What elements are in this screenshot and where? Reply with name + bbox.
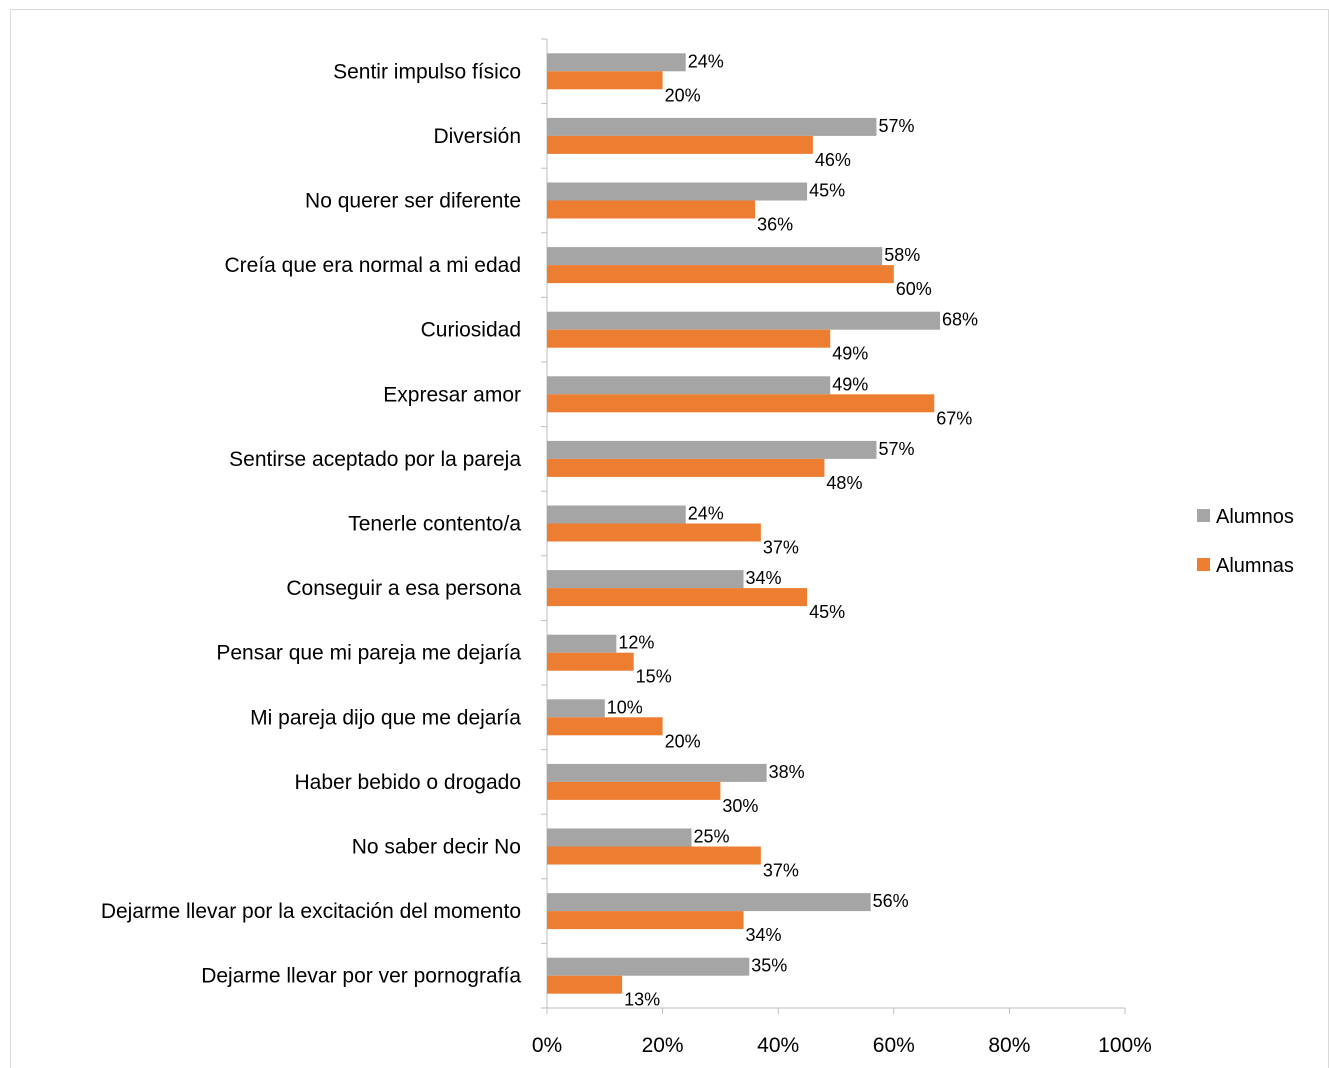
- data-label-alumnos: 57%: [878, 439, 914, 459]
- legend-swatch-alumnas: [1197, 558, 1210, 571]
- bar-alumnos: [547, 117, 877, 136]
- data-label-alumnas: 30%: [722, 796, 758, 816]
- bar-alumnas: [547, 458, 825, 477]
- data-label-alumnas: 67%: [936, 408, 972, 428]
- data-label-alumnos: 38%: [769, 762, 805, 782]
- bar-alumnas: [547, 265, 894, 284]
- data-label-alumnos: 57%: [878, 116, 914, 136]
- bar-alumnos: [547, 763, 767, 782]
- category-label: Diversión: [433, 125, 521, 148]
- data-label-alumnos: 34%: [746, 568, 782, 588]
- data-label-alumnas: 45%: [809, 602, 845, 622]
- x-tick-label: 100%: [1098, 1034, 1152, 1057]
- data-label-alumnos: 68%: [942, 310, 978, 330]
- data-label-alumnas: 48%: [826, 473, 862, 493]
- data-label-alumnas: 20%: [665, 85, 701, 105]
- data-label-alumnos: 24%: [688, 51, 724, 71]
- category-label: Curiosidad: [421, 319, 521, 342]
- bar-alumnas: [547, 588, 808, 607]
- bar-alumnas: [547, 911, 744, 930]
- bar-alumnas: [547, 652, 634, 671]
- legend-label-alumnos: Alumnos: [1216, 506, 1294, 528]
- bar-alumnos: [547, 957, 750, 976]
- bar-alumnos: [547, 311, 941, 330]
- data-label-alumnas: 15%: [636, 667, 672, 687]
- category-label: Tenerle contento/a: [348, 513, 521, 536]
- bar-alumnos: [547, 376, 831, 395]
- bar-alumnos: [547, 828, 692, 847]
- data-label-alumnos: 25%: [693, 827, 729, 847]
- bar-alumnas: [547, 394, 935, 413]
- plot-area: 0% 20% 40% 60% 80% 100% Sentir impulso físico 2…: [10, 9, 1329, 1068]
- data-label-alumnas: 20%: [665, 731, 701, 751]
- data-label-alumnas: 60%: [896, 279, 932, 299]
- data-label-alumnos: 24%: [688, 504, 724, 524]
- category-label: Conseguir a esa persona: [286, 577, 521, 600]
- legend-label-alumnas: Alumnas: [1216, 555, 1294, 577]
- bar-alumnas: [547, 717, 663, 736]
- data-label-alumnas: 49%: [832, 344, 868, 364]
- data-label-alumnas: 13%: [624, 990, 660, 1010]
- bar-alumnos: [547, 53, 686, 72]
- data-label-alumnos: 56%: [873, 891, 909, 911]
- x-tick-label: 60%: [873, 1034, 915, 1057]
- bar-alumnos: [547, 893, 871, 912]
- bar-alumnas: [547, 975, 623, 994]
- data-label-alumnos: 45%: [809, 181, 845, 201]
- data-label-alumnos: 10%: [607, 697, 643, 717]
- data-label-alumnas: 46%: [815, 150, 851, 170]
- data-label-alumnas: 34%: [746, 925, 782, 945]
- bar-alumnas: [547, 135, 813, 154]
- legend: Alumnos Alumnas: [1197, 506, 1294, 577]
- data-label-alumnos: 58%: [884, 245, 920, 265]
- bar-alumnas: [547, 71, 663, 90]
- data-label-alumnos: 12%: [618, 633, 654, 653]
- bar-alumnas: [547, 523, 761, 542]
- bar-alumnos: [547, 505, 686, 524]
- x-tick-label: 40%: [757, 1034, 799, 1057]
- bar-alumnos: [547, 634, 617, 653]
- bar-alumnos: [547, 570, 744, 589]
- category-label: Dejarme llevar por ver pornografía: [201, 965, 521, 988]
- category-label: Pensar que mi pareja me dejaría: [216, 642, 521, 665]
- bar-alumnas: [547, 329, 831, 348]
- bar-alumnas: [547, 781, 721, 800]
- data-label-alumnas: 37%: [763, 538, 799, 558]
- data-label-alumnas: 37%: [763, 861, 799, 881]
- data-label-alumnas: 36%: [757, 215, 793, 235]
- category-label: Creía que era normal a mi edad: [225, 254, 522, 277]
- x-tick-label: 20%: [642, 1034, 684, 1057]
- bar-alumnos: [547, 440, 877, 459]
- x-tick-label: 0%: [532, 1034, 562, 1057]
- data-label-alumnos: 35%: [751, 956, 787, 976]
- data-label-alumnos: 49%: [832, 374, 868, 394]
- x-tick-label: 80%: [988, 1034, 1030, 1057]
- bar-alumnos: [547, 247, 883, 266]
- category-label: Haber bebido o drogado: [294, 771, 521, 794]
- category-label: Sentir impulso físico: [333, 60, 521, 83]
- category-label: No saber decir No: [352, 836, 521, 859]
- category-label: Dejarme llevar por la excitación del mom…: [101, 900, 521, 923]
- category-label: Expresar amor: [383, 383, 521, 406]
- bar-alumnas: [547, 200, 756, 219]
- bar-alumnos: [547, 182, 808, 201]
- bar-alumnos: [547, 699, 605, 718]
- bar-alumnas: [547, 846, 761, 865]
- category-label: No querer ser diferente: [305, 190, 521, 213]
- category-label: Mi pareja dijo que me dejaría: [250, 706, 521, 729]
- legend-swatch-alumnos: [1197, 509, 1210, 522]
- category-label: Sentirse aceptado por la pareja: [229, 448, 521, 471]
